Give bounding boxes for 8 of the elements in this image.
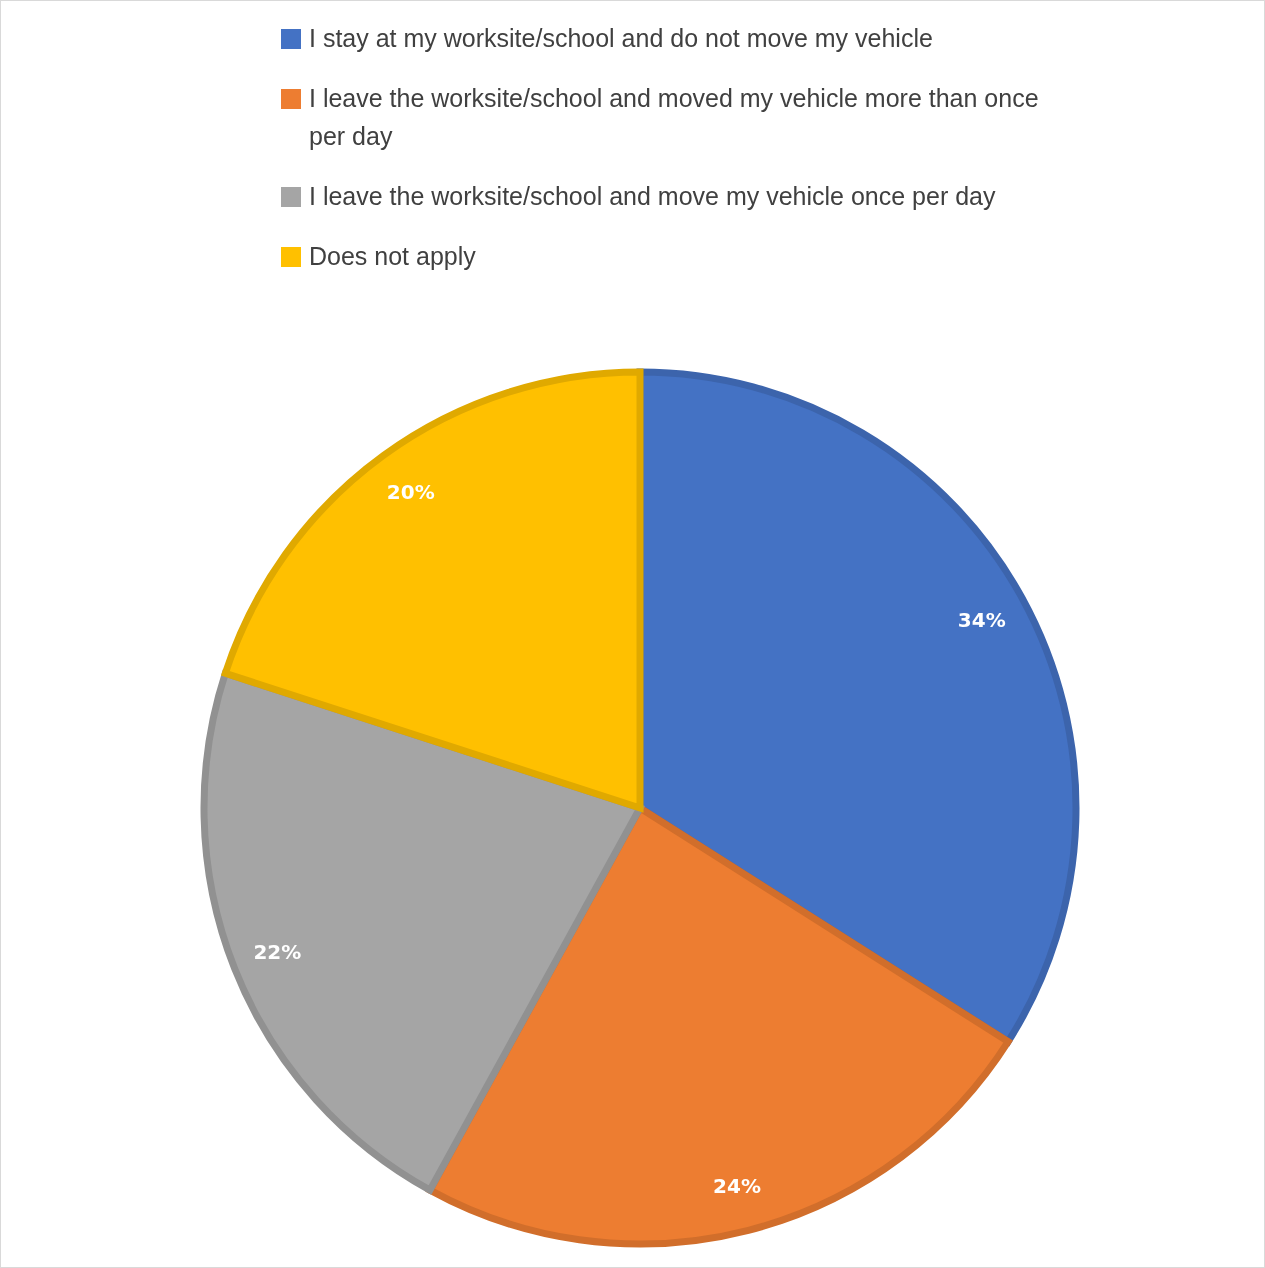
data-label: 22% (253, 939, 302, 964)
legend-label: I leave the worksite/school and move my vehicle once per day (309, 181, 996, 212)
legend-label: I stay at my worksite/school and do not move my vehicle (309, 23, 933, 54)
legend-label: I leave the worksite/school and moved my vehicle more than once per day (309, 83, 1040, 152)
data-label: 34% (957, 608, 1006, 633)
data-label: 24% (713, 1173, 761, 1198)
legend-label: Does not apply (309, 241, 476, 272)
data-label: 20% (386, 480, 435, 505)
